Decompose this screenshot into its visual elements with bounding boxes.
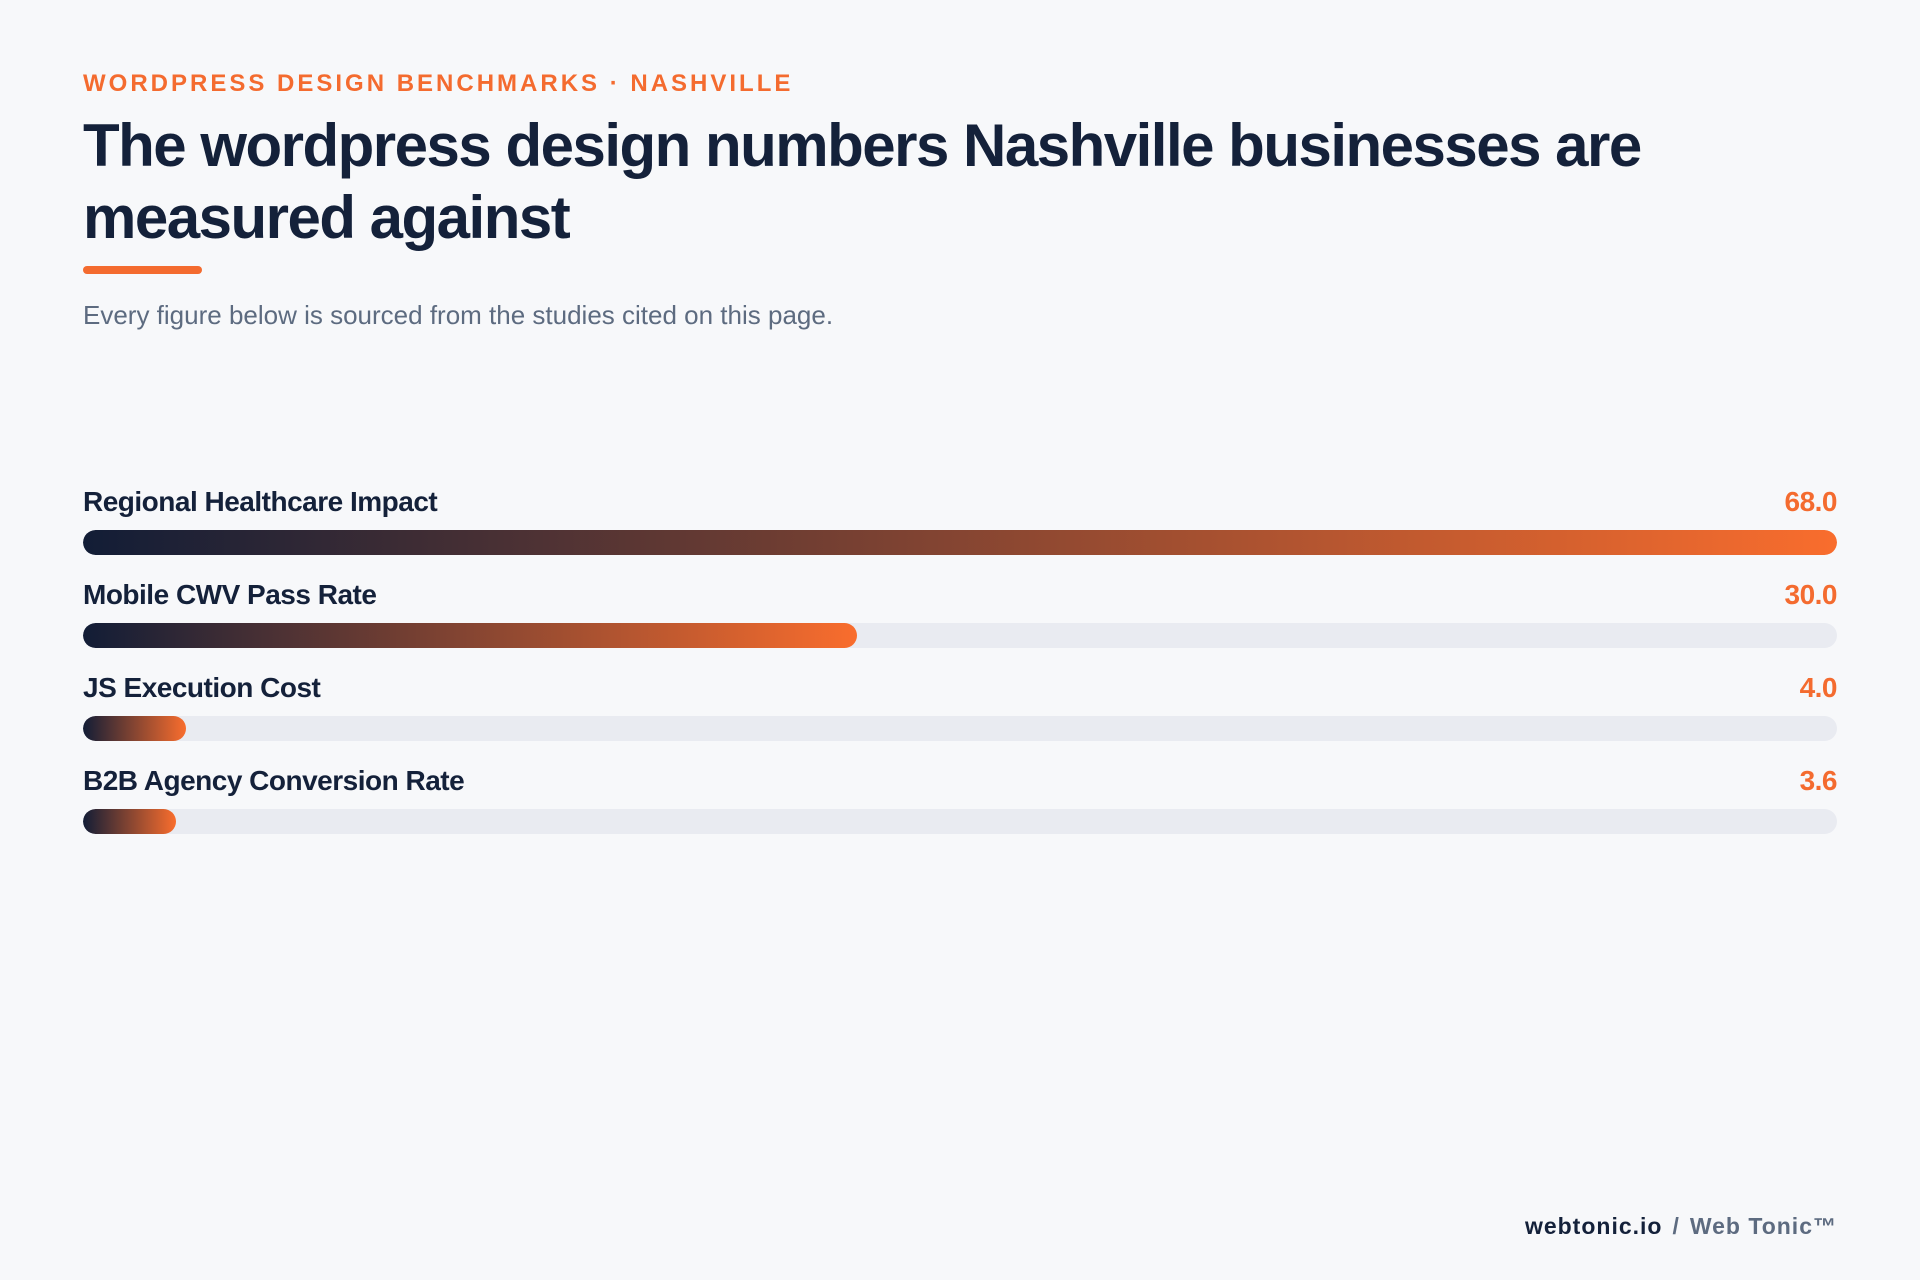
page-subtitle: Every figure below is sourced from the s…: [83, 300, 834, 330]
bar-value-label: 3.6: [1799, 765, 1838, 796]
bar-track: [83, 530, 1837, 555]
bar: [83, 809, 176, 834]
bar-row: Regional Healthcare Impact 68.0: [83, 484, 1837, 577]
bar-value-label: 30.0: [1784, 579, 1838, 610]
bar-label: Mobile CWV Pass Rate: [83, 579, 377, 610]
bar-chart: Regional Healthcare Impact 68.0 Mobile CWV…: [83, 484, 1838, 856]
footer-brand: Web Tonic™: [1689, 1213, 1837, 1239]
title-underline: [83, 266, 202, 274]
bar-track: [83, 716, 1837, 741]
bar-row: B2B Agency Conversion Rate 3.6: [83, 763, 1838, 856]
bar-track: [83, 623, 1837, 648]
footer-separator: /: [1672, 1213, 1680, 1239]
bar-value-label: 68.0: [1784, 486, 1838, 517]
bar-row: JS Execution Cost 4.0: [83, 670, 1838, 763]
footer-domain[interactable]: webtonic.io: [1524, 1213, 1663, 1239]
bar: [83, 530, 1837, 555]
eyebrow-label: WORDPRESS DESIGN BENCHMARKS · NASHVILLE: [83, 70, 794, 97]
bar-label: B2B Agency Conversion Rate: [83, 765, 465, 796]
page-title: The wordpress design numbers Nashville b…: [83, 112, 1642, 251]
bar: [83, 716, 187, 741]
bar-label: Regional Healthcare Impact: [83, 486, 438, 517]
bar-label: JS Execution Cost: [83, 672, 321, 703]
bar: [83, 623, 857, 648]
bar-track: [83, 809, 1837, 834]
footer-credit: webtonic.io / Web Tonic™: [1525, 1213, 1837, 1240]
bar-row: Mobile CWV Pass Rate 30.0: [83, 577, 1837, 670]
bar-value-label: 4.0: [1799, 672, 1838, 703]
